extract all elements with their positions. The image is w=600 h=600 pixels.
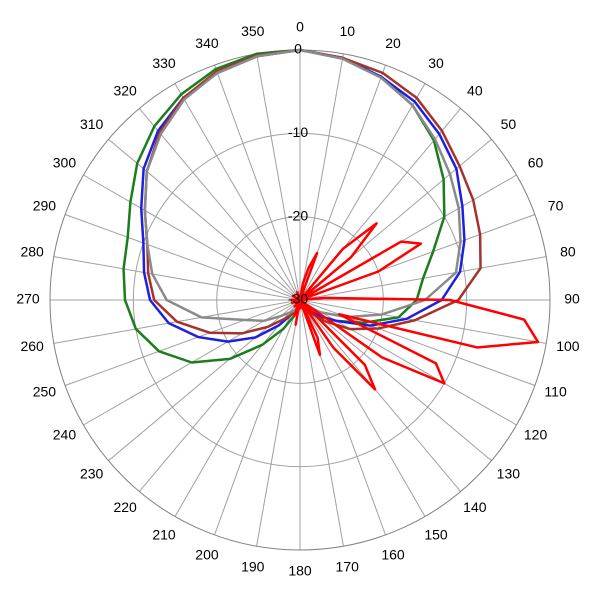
angle-label: 10: [339, 23, 355, 39]
angle-label: 130: [497, 466, 521, 482]
spoke-line: [299, 53, 344, 301]
r-tick-label: 0: [294, 41, 302, 57]
angle-label: 170: [336, 559, 360, 575]
spoke-line: [299, 83, 426, 301]
angle-label: 190: [241, 559, 265, 575]
angle-label: 260: [20, 338, 44, 354]
angle-label: 150: [424, 526, 448, 542]
angle-label: 140: [463, 499, 487, 515]
spoke-line: [83, 174, 301, 301]
series-line: [290, 222, 540, 391]
angle-label: 40: [467, 82, 483, 98]
angle-label: 50: [501, 116, 517, 132]
spoke-line: [214, 64, 301, 301]
angle-label: 180: [288, 563, 312, 579]
angle-label: 290: [33, 198, 57, 214]
angle-label: 0: [296, 19, 304, 35]
angle-label: 220: [113, 499, 137, 515]
angle-label: 60: [528, 155, 544, 171]
r-tick-label: -20: [288, 207, 308, 223]
spoke-line: [299, 299, 344, 547]
angle-label: 100: [556, 338, 580, 354]
r-tick-label: -10: [288, 124, 308, 140]
spoke-line: [256, 53, 301, 301]
angle-label: 250: [33, 384, 57, 400]
angle-label: 240: [53, 427, 77, 443]
angle-label: 310: [80, 116, 104, 132]
angle-label: 20: [385, 35, 401, 51]
spoke-line: [214, 299, 301, 536]
spoke-line: [64, 214, 301, 301]
spoke-line: [299, 299, 492, 462]
angle-label: 340: [195, 35, 219, 51]
spoke-line: [53, 256, 301, 301]
angle-label: 330: [152, 55, 176, 71]
angle-label: 280: [20, 243, 44, 259]
angle-label: 300: [53, 155, 77, 171]
spoke-line: [299, 299, 426, 517]
angle-label: 230: [80, 466, 104, 482]
spoke-line: [108, 138, 301, 301]
angle-label: 70: [548, 198, 564, 214]
spoke-line: [256, 299, 301, 547]
spoke-line: [138, 299, 301, 492]
spoke-line: [299, 299, 547, 344]
angle-label: 110: [544, 384, 567, 400]
angle-label: 210: [152, 526, 176, 542]
angle-label: 350: [241, 23, 265, 39]
angle-label: 160: [381, 546, 405, 562]
spoke-line: [138, 108, 301, 301]
angle-label: 90: [564, 291, 580, 307]
spoke-line: [174, 83, 301, 301]
spoke-line: [299, 299, 462, 492]
grid-circle: [132, 132, 468, 468]
angle-label: 120: [524, 427, 548, 443]
r-tick-label: -30: [288, 291, 308, 307]
spoke-line: [174, 299, 301, 517]
angle-label: 200: [195, 546, 219, 562]
angle-label: 80: [560, 243, 576, 259]
angle-label: 270: [16, 291, 40, 307]
spoke-line: [64, 299, 301, 386]
angle-label: 320: [113, 82, 137, 98]
angle-label: 30: [428, 55, 444, 71]
